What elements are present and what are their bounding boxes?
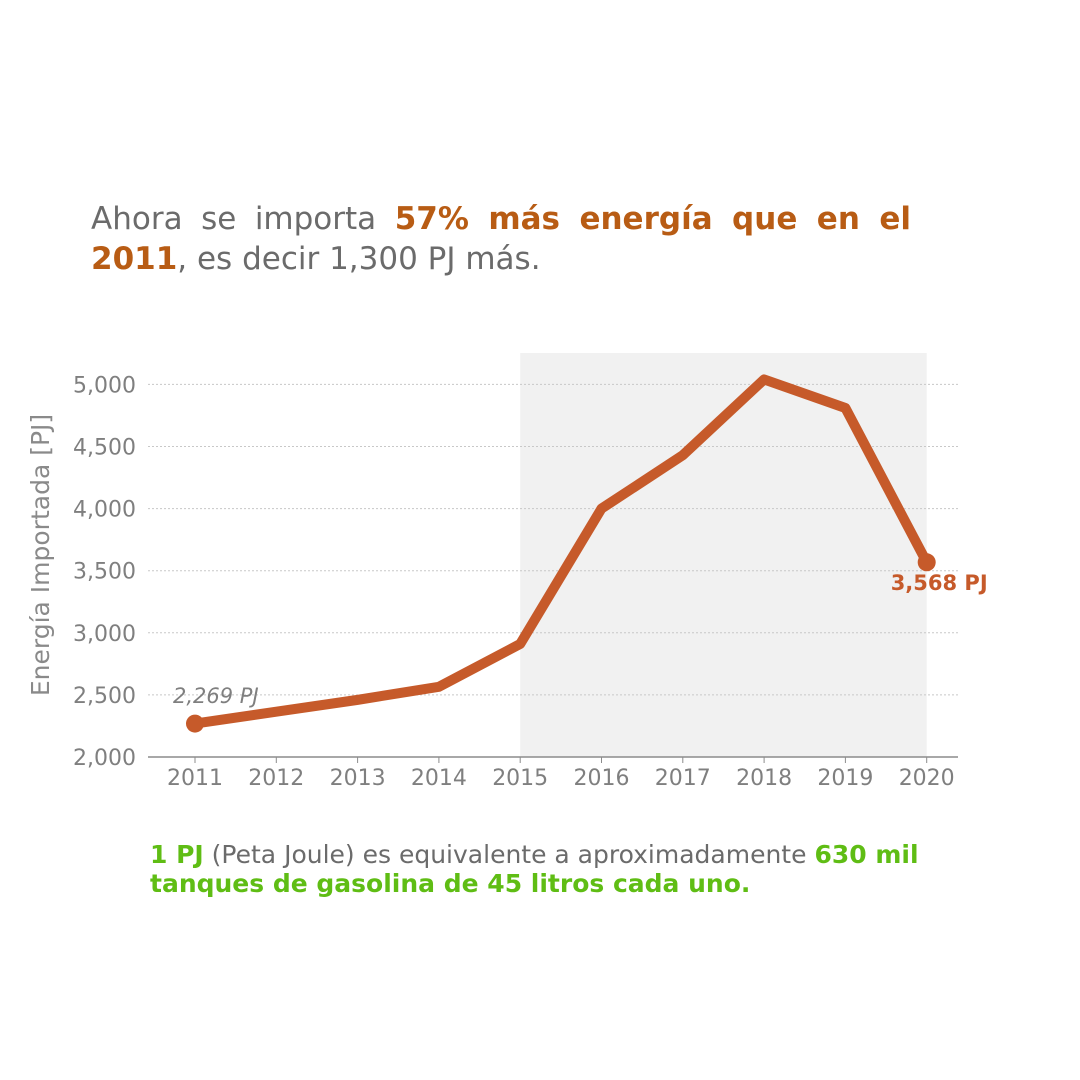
y-tick-label: 3,500 — [73, 560, 136, 585]
x-tick-label: 2015 — [492, 766, 548, 791]
x-tick-label: 2019 — [817, 766, 873, 791]
y-tick-label: 3,000 — [73, 622, 136, 647]
x-tick-label: 2016 — [574, 766, 630, 791]
footnote-text: (Peta Joule) es equivalente a aproximada… — [203, 840, 815, 869]
data-point-2011 — [186, 714, 204, 733]
x-tick-label: 2020 — [899, 766, 955, 791]
headline: Ahora se importa 57% más energía que en … — [91, 199, 911, 279]
y-tick-label: 4,000 — [73, 498, 136, 523]
y-axis-title: Energía Importada [PJ] — [26, 414, 55, 696]
y-tick-label: 2,000 — [73, 746, 136, 771]
data-point-2020 — [917, 553, 936, 572]
data-label-end: 3,568 PJ — [891, 571, 988, 595]
footnote-strong-unit: 1 PJ — [150, 840, 204, 869]
data-label-start: 2,269 PJ — [173, 684, 259, 708]
x-tick-label: 2011 — [167, 766, 223, 791]
series-line — [190, 374, 932, 729]
y-tick-label: 2,500 — [73, 684, 136, 709]
y-tick-label: 5,000 — [73, 373, 136, 398]
y-tick-label: 4,500 — [73, 436, 136, 461]
x-tick-label: 2012 — [248, 766, 304, 791]
headline-text-end: , es decir 1,300 PJ más. — [177, 241, 541, 277]
headline-highlight: 57% más energía que en el 2011 — [91, 201, 911, 277]
x-tick-label: 2018 — [736, 766, 792, 791]
footnote-strong-equivalence: 630 mil tanques de gasolina de 45 litros… — [150, 840, 919, 898]
footnote: 1 PJ (Peta Joule) es equivalente a aprox… — [150, 840, 920, 898]
x-tick-label: 2017 — [655, 766, 711, 791]
x-tick-label: 2013 — [330, 766, 386, 791]
x-tick-label: 2014 — [411, 766, 467, 791]
headline-text: Ahora se importa — [91, 201, 395, 237]
